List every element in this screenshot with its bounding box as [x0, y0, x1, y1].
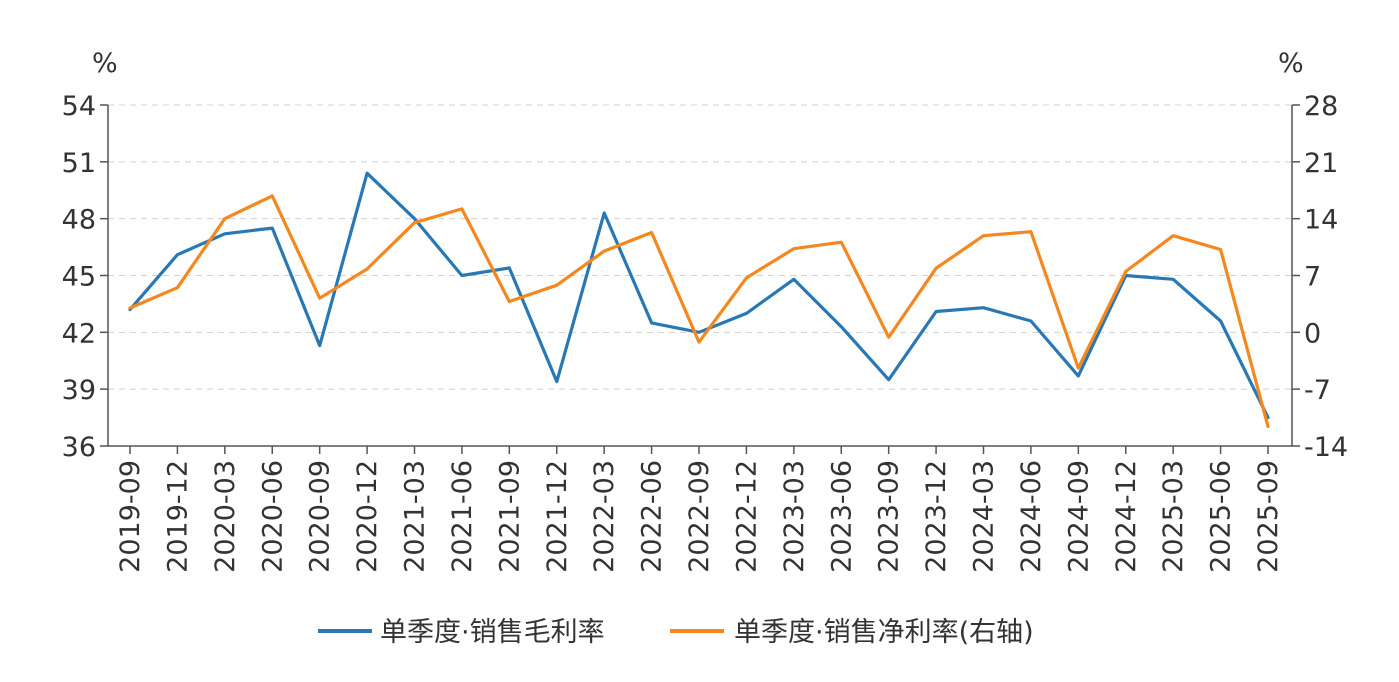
- left-axis-tick-label: 39: [62, 375, 96, 406]
- x-axis-tick-label: 2019-09: [115, 460, 146, 573]
- left-axis-tick-labels: 54 51 48 45 42 39 36: [62, 91, 96, 463]
- left-axis-tick-label: 51: [62, 148, 96, 179]
- x-axis-tick-label: 2022-12: [731, 460, 762, 573]
- right-axis-tick-label: 0: [1304, 318, 1321, 349]
- legend-label-gross-margin: 单季度·销售毛利率: [380, 617, 605, 648]
- legend: 单季度·销售毛利率 单季度·销售净利率(右轴): [318, 617, 1034, 648]
- x-axis-tick-label: 2024-06: [1016, 460, 1047, 573]
- left-axis-tick-label: 36: [62, 432, 96, 463]
- x-axis-tick-label: 2021-03: [400, 460, 431, 573]
- x-axis-tick-label: 2022-09: [684, 460, 715, 573]
- left-axis-tick-label: 42: [62, 318, 96, 349]
- x-axis-tick-label: 2020-06: [257, 460, 288, 573]
- x-axis-tick-label: 2020-09: [305, 460, 336, 573]
- right-axis-unit: %: [1278, 48, 1304, 79]
- x-axis-tick-label: 2022-06: [637, 460, 668, 573]
- right-axis-tick-label: -7: [1304, 375, 1331, 406]
- left-axis-unit: %: [92, 48, 118, 79]
- x-axis-tick-label: 2025-03: [1158, 460, 1189, 573]
- series-line-gross-margin: [128, 171, 1270, 420]
- axes: [100, 104, 1300, 454]
- right-axis-tick-label: 7: [1304, 262, 1321, 293]
- x-axis-tick-label: 2021-12: [542, 460, 573, 573]
- x-axis-tick-label: 2019-12: [162, 460, 193, 573]
- right-axis-tick-label: 21: [1304, 148, 1338, 179]
- series-line-net-margin: [128, 194, 1270, 429]
- x-axis-tick-label: 2021-06: [447, 460, 478, 573]
- legend-label-net-margin: 单季度·销售净利率(右轴): [734, 617, 1034, 648]
- x-axis-tick-label: 2023-09: [874, 460, 905, 573]
- x-axis-tick-label: 2023-03: [779, 460, 810, 573]
- x-axis-tick-label: 2021-09: [494, 460, 525, 573]
- x-axis-tick-labels: 2019-09 2019-12 2020-03 2020-06 2020-09 2020-…: [115, 460, 1284, 573]
- right-axis-tick-labels: 28 21 14 7 0 -7 -14: [1304, 91, 1348, 463]
- x-axis-tick-label: 2023-12: [921, 460, 952, 573]
- right-axis-tick-label: -14: [1304, 432, 1348, 463]
- x-axis-tick-label: 2025-09: [1253, 460, 1284, 573]
- x-axis-tick-label: 2024-12: [1111, 460, 1142, 573]
- left-axis-tick-label: 54: [62, 91, 96, 122]
- x-axis-tick-label: 2020-03: [210, 460, 241, 573]
- series-layer: [128, 171, 1270, 429]
- right-axis-tick-label: 28: [1304, 91, 1338, 122]
- grid-lines: [108, 104, 1292, 390]
- x-axis-tick-label: 2022-03: [589, 460, 620, 573]
- x-axis-tick-label: 2020-12: [352, 460, 383, 573]
- left-axis-tick-label: 48: [62, 205, 96, 236]
- x-axis-tick-label: 2023-06: [826, 460, 857, 573]
- x-axis-tick-label: 2024-03: [969, 460, 1000, 573]
- right-axis-tick-label: 14: [1304, 205, 1338, 236]
- left-axis-tick-label: 45: [62, 262, 96, 293]
- x-axis-tick-label: 2024-09: [1063, 460, 1094, 573]
- x-axis-tick-label: 2025-06: [1206, 460, 1237, 573]
